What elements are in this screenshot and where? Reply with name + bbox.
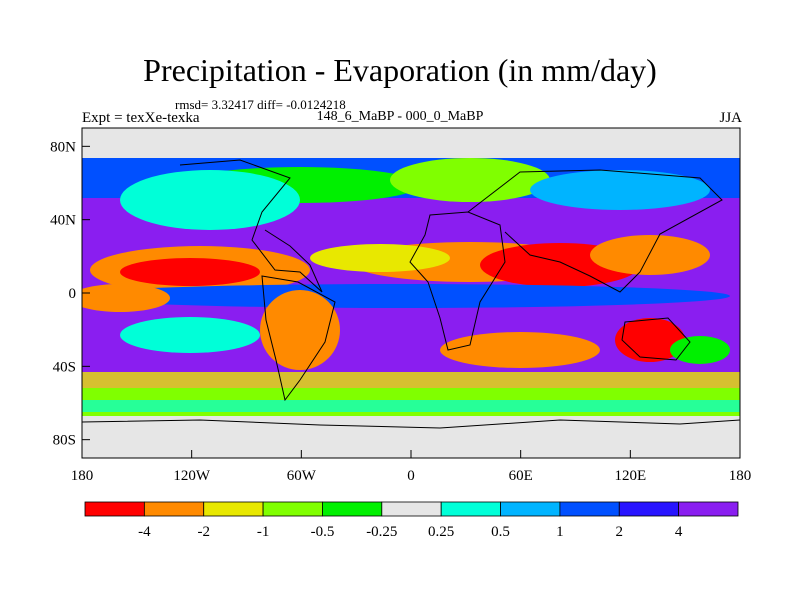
x-tick-label: 0 bbox=[407, 468, 415, 484]
colorbar-label: 4 bbox=[675, 524, 683, 540]
x-tick-label: 180 bbox=[729, 468, 752, 484]
field-arctic bbox=[82, 128, 740, 158]
y-tick-label: 40S bbox=[53, 359, 76, 375]
subtitle: 148_6_MaBP - 000_0_MaBP bbox=[316, 109, 484, 124]
season-label: JJA bbox=[719, 110, 742, 126]
field-patch bbox=[530, 170, 710, 210]
colorbar-swatch bbox=[262, 501, 323, 517]
field-patch bbox=[120, 170, 300, 230]
field-sh-band bbox=[82, 372, 740, 388]
colorbar-swatch bbox=[84, 501, 145, 517]
field-patch bbox=[120, 258, 260, 286]
colorbar-swatch bbox=[500, 501, 561, 517]
field-patch bbox=[615, 318, 685, 362]
colorbar-swatch bbox=[322, 501, 383, 517]
field-patch bbox=[82, 284, 170, 312]
colorbar: -4 -2 -1 -0.5 -0.25 0.25 0.5 1 2 4 bbox=[84, 501, 739, 540]
colorbar-swatch bbox=[143, 501, 205, 517]
colorbar-swatch bbox=[440, 501, 501, 517]
map-title: Precipitation - Evaporation (in mm/day) bbox=[143, 52, 657, 88]
field-patch bbox=[82, 284, 730, 308]
colorbar-swatch bbox=[559, 501, 620, 517]
field-patch bbox=[390, 158, 550, 202]
colorbar-label: -0.25 bbox=[366, 524, 397, 540]
colorbar-swatch bbox=[678, 501, 739, 517]
field-patch bbox=[670, 336, 730, 364]
field-patch bbox=[440, 332, 600, 368]
colorbar-label: 0.25 bbox=[428, 524, 454, 540]
x-axis-ticks: 180 120W 60W 0 60E 120E 180 bbox=[71, 450, 752, 484]
colorbar-label: -1 bbox=[257, 524, 270, 540]
colorbar-label: -0.5 bbox=[311, 524, 335, 540]
colorbar-label: -2 bbox=[197, 524, 210, 540]
y-tick-label: 80N bbox=[50, 139, 76, 155]
field-patch bbox=[590, 235, 710, 275]
x-tick-label: 120E bbox=[614, 468, 646, 484]
x-tick-label: 180 bbox=[71, 468, 94, 484]
y-tick-label: 40N bbox=[50, 213, 76, 229]
field-patch bbox=[310, 244, 450, 272]
colorbar-label: 2 bbox=[616, 524, 624, 540]
x-tick-label: 120W bbox=[173, 468, 211, 484]
colorbar-label: -4 bbox=[138, 524, 151, 540]
y-tick-label: 0 bbox=[69, 286, 77, 302]
y-tick-label: 80S bbox=[53, 433, 76, 449]
colorbar-swatch bbox=[203, 501, 264, 517]
experiment-label: Expt = texXe-texka bbox=[82, 110, 200, 126]
x-tick-label: 60E bbox=[509, 468, 533, 484]
field-patch bbox=[120, 317, 260, 353]
colorbar-label: 0.5 bbox=[491, 524, 510, 540]
colorbar-swatch bbox=[618, 501, 680, 517]
field-sh-band bbox=[82, 400, 740, 412]
coastlines bbox=[82, 159, 740, 429]
y-axis-ticks: 80N 40N 0 40S 80S bbox=[50, 139, 90, 449]
rmsd-diff-stats: rmsd= 3.32417 diff= -0.0124218 bbox=[175, 97, 346, 112]
contour-field bbox=[82, 128, 740, 458]
colorbar-label: 1 bbox=[556, 524, 564, 540]
x-tick-label: 60W bbox=[287, 468, 317, 484]
colorbar-swatch bbox=[381, 501, 442, 517]
